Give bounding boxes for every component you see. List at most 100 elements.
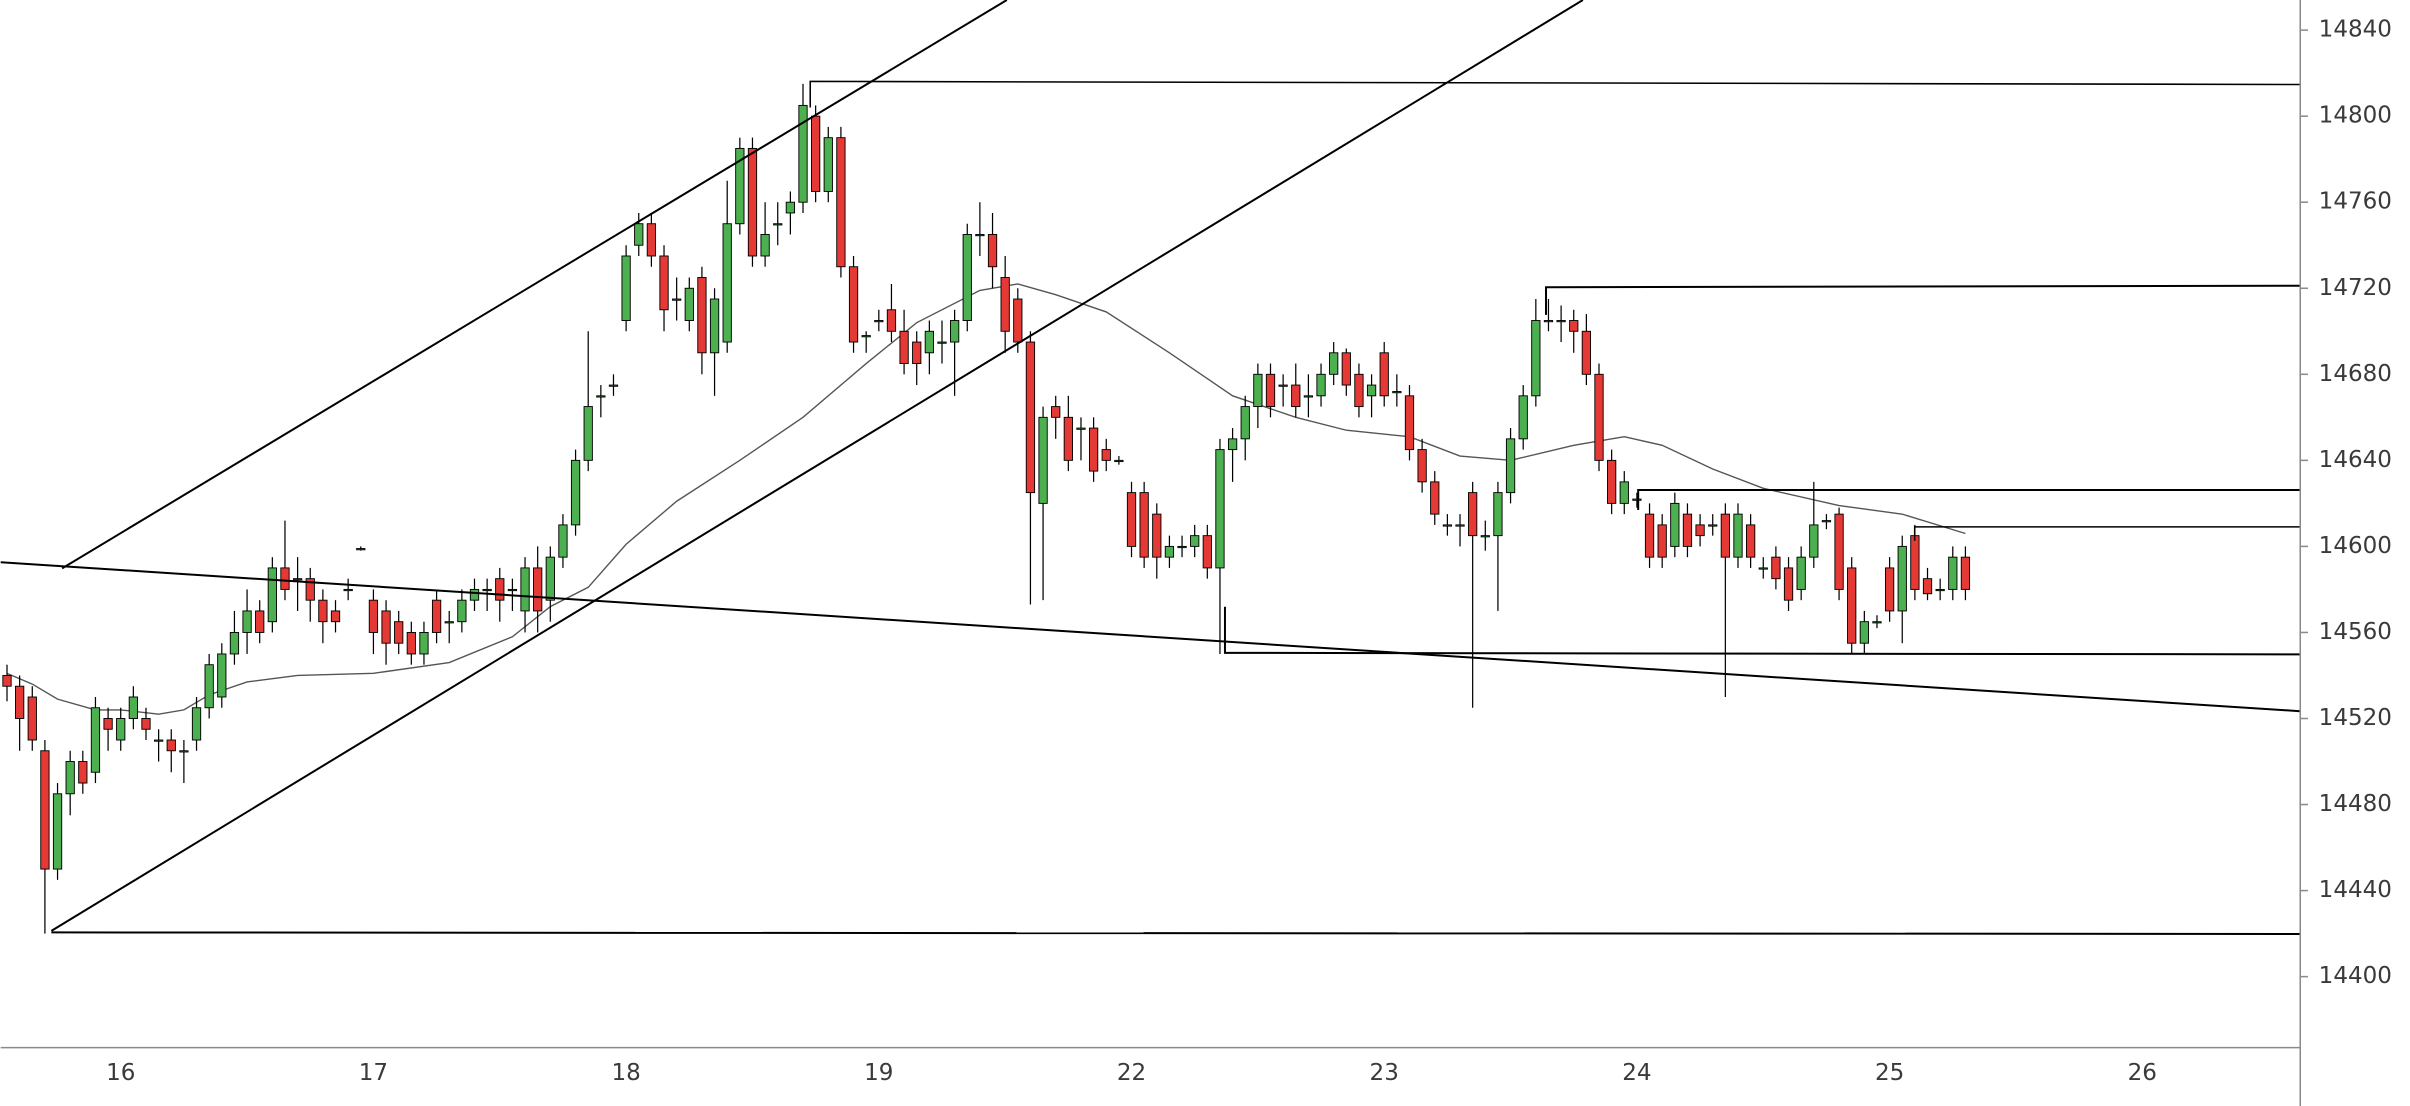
candle-body	[1556, 320, 1566, 323]
candle-body	[874, 320, 884, 323]
x-tick-label: 25	[1875, 1060, 1904, 1086]
candle-body	[1657, 524, 1667, 558]
candle-body	[1581, 330, 1592, 375]
candle-body	[141, 718, 151, 730]
candle-body	[78, 761, 88, 784]
level-line	[1223, 606, 2301, 656]
candle-body	[1682, 513, 1693, 547]
candle-body	[545, 556, 555, 601]
candle-body	[1607, 459, 1617, 504]
candle-body	[128, 696, 138, 719]
candle-body	[596, 395, 606, 398]
candle-body	[52, 793, 63, 870]
candle-body	[924, 330, 934, 354]
candle-body	[1518, 395, 1528, 440]
candle-body	[1922, 578, 1933, 595]
candle-body	[962, 234, 972, 321]
candle-body	[1025, 341, 1036, 494]
candle-body	[1316, 373, 1326, 397]
candle-body	[1152, 513, 1162, 558]
candle-body	[381, 610, 391, 644]
candle-body	[1872, 621, 1882, 624]
candle-body	[507, 588, 518, 592]
candle-body	[735, 147, 745, 225]
candle-body	[684, 287, 694, 321]
candle-body	[1569, 320, 1579, 332]
candle-body	[1354, 373, 1364, 408]
candle-body	[823, 137, 833, 192]
x-tick-label: 24	[1622, 1060, 1651, 1086]
candle-body	[760, 234, 770, 257]
candle-body	[533, 567, 543, 612]
level-line	[51, 931, 2301, 935]
candle-body	[1493, 492, 1503, 537]
level-line	[809, 80, 2301, 108]
candle-body	[368, 599, 379, 633]
candle-body	[40, 750, 50, 870]
candle-body	[1240, 406, 1250, 440]
candle-body	[1430, 481, 1440, 515]
candle-body	[419, 631, 429, 655]
candle-body	[1114, 459, 1124, 463]
candle-body	[242, 610, 252, 633]
candle-body	[1291, 384, 1301, 408]
y-tick-label: 14400	[2319, 963, 2392, 989]
candle-body	[469, 588, 480, 601]
candle-body	[1884, 567, 1895, 612]
candle-body	[1000, 277, 1010, 332]
y-tick-label: 14600	[2319, 533, 2392, 559]
candle-body	[267, 567, 277, 623]
candle-body	[1088, 427, 1099, 472]
candle-body	[495, 578, 505, 601]
candle-body	[482, 588, 492, 592]
candle-body	[179, 750, 189, 753]
candle-body	[217, 653, 227, 698]
level-line	[1545, 284, 2301, 315]
candle-body	[1783, 567, 1794, 601]
candle-body	[558, 524, 568, 558]
candle-body	[1468, 492, 1478, 537]
candle-body	[785, 201, 796, 214]
candle-body	[394, 621, 404, 644]
candle-body	[1227, 438, 1238, 451]
x-tick-label: 26	[2128, 1060, 2157, 1086]
candle-body	[697, 277, 707, 354]
candle-body	[1202, 535, 1212, 569]
candle-body	[747, 147, 758, 257]
candle-body	[798, 104, 808, 203]
candle-body	[431, 599, 442, 633]
candle-body	[1910, 535, 1920, 590]
candle-body	[987, 234, 998, 268]
candle-body	[305, 578, 315, 601]
candle-body	[1101, 449, 1111, 461]
candle-body	[2, 675, 12, 687]
candle-body	[1076, 427, 1086, 430]
candle-body	[280, 567, 290, 590]
candle-body	[406, 631, 416, 655]
x-tick-label: 16	[106, 1060, 135, 1086]
candle-body	[1164, 545, 1175, 558]
plot-area	[2, 83, 1971, 934]
candle-body	[886, 309, 897, 332]
candle-body	[634, 223, 644, 246]
candle-body	[1960, 556, 1971, 590]
candle-body	[318, 599, 328, 623]
candle-body	[27, 696, 37, 741]
candle-body	[1531, 320, 1541, 397]
candle-body	[570, 459, 581, 526]
candle-body	[608, 384, 619, 387]
candle-body	[1329, 352, 1339, 375]
candle-body	[912, 341, 922, 365]
drawings	[0, 0, 2301, 935]
candle-body	[646, 223, 657, 257]
candle-body	[1480, 535, 1490, 538]
y-tick-label: 14520	[2319, 705, 2392, 731]
candle-body	[621, 255, 631, 321]
candle-body	[949, 320, 960, 343]
candle-body	[1177, 545, 1187, 549]
candle-body	[1038, 416, 1048, 504]
candle-body	[1341, 352, 1351, 386]
candle-body	[1013, 298, 1023, 343]
candle-body	[1847, 567, 1857, 644]
